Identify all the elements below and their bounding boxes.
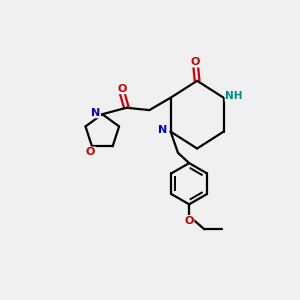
Text: O: O bbox=[86, 147, 95, 157]
Text: O: O bbox=[191, 57, 200, 67]
Text: N: N bbox=[158, 125, 167, 135]
Text: O: O bbox=[117, 84, 127, 94]
Text: O: O bbox=[184, 215, 194, 226]
Text: NH: NH bbox=[225, 91, 243, 101]
Text: N: N bbox=[91, 108, 101, 118]
